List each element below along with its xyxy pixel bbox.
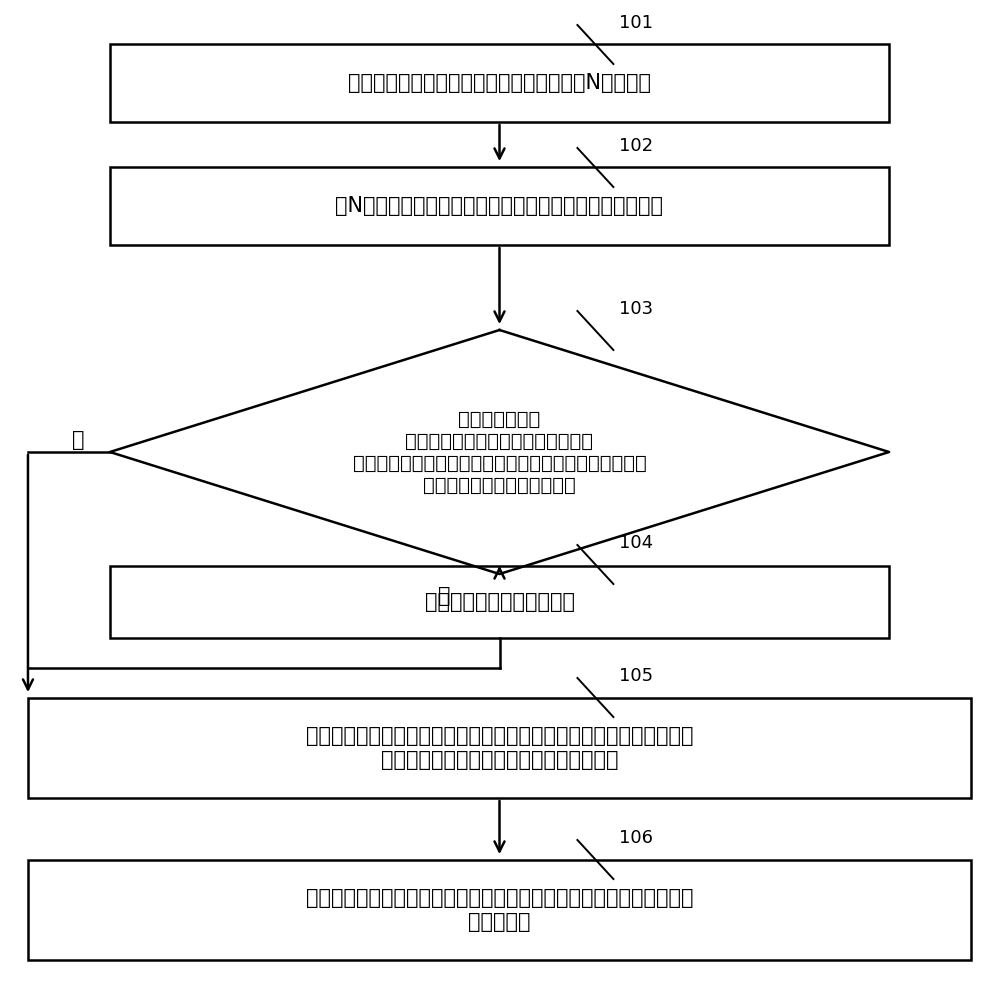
Bar (110, 44, 889, 122)
Text: 105: 105 (619, 667, 653, 685)
Bar (110, 167, 889, 245)
Text: 否: 否 (439, 586, 451, 606)
Bar (110, 566, 889, 638)
Text: 106: 106 (619, 829, 653, 847)
Text: 向N个时间段中每一时间段输入与该时间段对应的目标数据: 向N个时间段中每一时间段输入与该时间段对应的目标数据 (336, 196, 663, 216)
Text: 提供目标数据未命中的通知: 提供目标数据未命中的通知 (425, 592, 574, 612)
Bar (28, 698, 971, 798)
Text: 104: 104 (619, 534, 653, 552)
Text: 将任一目标数据命中事件的单位时间划分为N个时间段: 将任一目标数据命中事件的单位时间划分为N个时间段 (348, 73, 651, 93)
Text: 102: 102 (619, 137, 653, 155)
Text: 103: 103 (619, 300, 653, 318)
Text: 是: 是 (72, 430, 85, 450)
Text: 101: 101 (619, 14, 653, 32)
Text: 利用所述目标数据命中基数和随机数确定当前时间段内所述请求是否命
中目标数据: 利用所述目标数据命中基数和随机数确定当前时间段内所述请求是否命 中目标数据 (306, 888, 693, 932)
Polygon shape (110, 330, 889, 574)
Text: 接收到请求加入
所述目标数据命中事件的请求时，识
别接收到所述请求时所处的当前时间段，判断当前时间段
是否还有未被命中的目标数据: 接收到请求加入 所述目标数据命中事件的请求时，识 别接收到所述请求时所处的当前时… (353, 410, 646, 494)
Text: 在判断出当前时间段还存在未被命中的目标数据时，确定当前时间段对
应的目标数据命中基数，并生成一个随机数: 在判断出当前时间段还存在未被命中的目标数据时，确定当前时间段对 应的目标数据命中… (306, 726, 693, 770)
Bar (28, 860, 971, 960)
